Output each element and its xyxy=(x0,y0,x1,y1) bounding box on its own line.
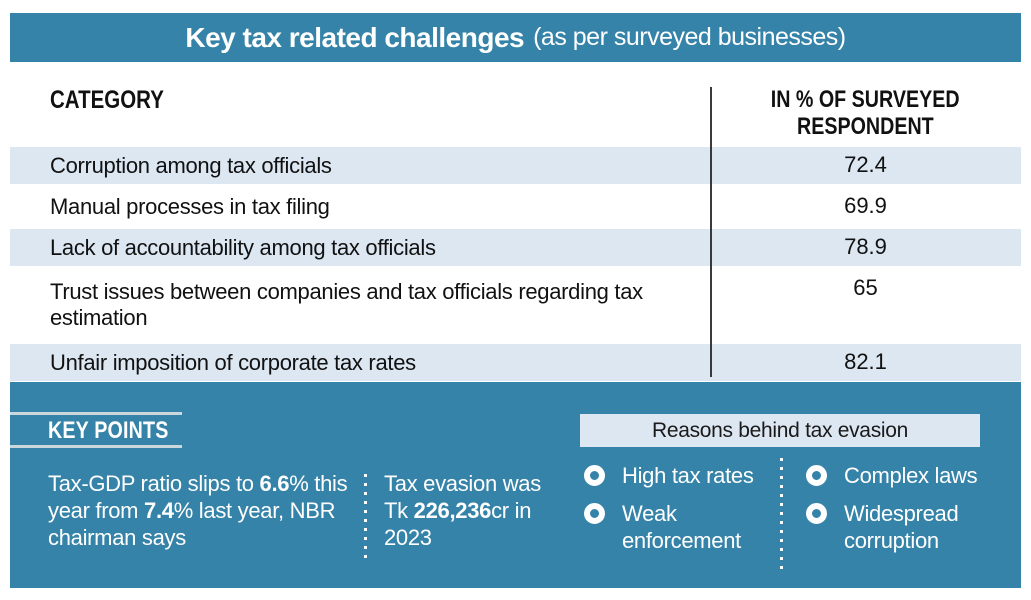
column-divider-line xyxy=(710,87,712,377)
value-column-header: IN % OF SURVEYED RESPONDENT xyxy=(771,86,960,140)
row-category: Unfair imposition of corporate tax rates xyxy=(50,349,416,375)
row-value: 69.9 xyxy=(844,193,887,218)
row-category: Lack of accountability among tax officia… xyxy=(50,234,436,260)
reason-item: Complex laws xyxy=(806,462,978,489)
row-value: 82.1 xyxy=(844,349,887,374)
row-category: Corruption among tax officials xyxy=(50,152,332,178)
row-category: Manual processes in tax filing xyxy=(50,193,330,219)
bullet-ring-icon xyxy=(584,465,605,486)
key-point-tax-evasion: Tax evasion was Tk 226,236cr in 2023 xyxy=(384,471,541,550)
reason-item: Weak enforcement xyxy=(584,500,772,554)
key-points-rule-bottom xyxy=(10,445,182,448)
page-title-note: (as per surveyed businesses) xyxy=(533,23,846,51)
challenges-table: CATEGORY IN % OF SURVEYED RESPONDENT Cor… xyxy=(10,85,1021,381)
row-value: 72.4 xyxy=(844,152,887,177)
title-bar: Key tax related challenges (as per surve… xyxy=(10,13,1021,62)
bullet-ring-icon xyxy=(584,503,605,524)
table-row: Lack of accountability among tax officia… xyxy=(10,229,1021,266)
key-points-panel: KEY POINTS Tax-GDP ratio slips to 6.6% t… xyxy=(10,382,1021,588)
reason-label: Complex laws xyxy=(844,463,978,488)
table-row: Trust issues between companies and tax o… xyxy=(10,270,1021,340)
reasons-heading: Reasons behind tax evasion xyxy=(580,414,980,447)
dotted-divider xyxy=(364,474,367,558)
table-row: Corruption among tax officials 72.4 xyxy=(10,147,1021,184)
key-points-heading: KEY POINTS xyxy=(48,417,169,444)
row-value: 65 xyxy=(853,275,878,300)
table-row: Unfair imposition of corporate tax rates… xyxy=(10,344,1021,381)
category-column-header: CATEGORY xyxy=(50,86,164,114)
reason-label: High tax rates xyxy=(622,463,754,488)
row-category: Trust issues between companies and tax o… xyxy=(50,279,643,330)
bullet-ring-icon xyxy=(806,503,827,524)
reason-label: Weak enforcement xyxy=(622,501,741,553)
table-row: Manual processes in tax filing 69.9 xyxy=(10,188,1021,225)
key-points-rule-top xyxy=(10,412,182,415)
row-value: 78.9 xyxy=(844,234,887,259)
page-title: Key tax related challenges xyxy=(185,21,525,53)
bullet-ring-icon xyxy=(806,465,827,486)
table-header-row: CATEGORY IN % OF SURVEYED RESPONDENT xyxy=(10,85,1021,147)
reason-label: Widespread corruption xyxy=(844,501,959,553)
reason-item: High tax rates xyxy=(584,462,754,489)
key-point-tax-gdp: Tax-GDP ratio slips to 6.6% this year fr… xyxy=(48,471,348,550)
dotted-divider xyxy=(780,458,783,570)
reason-item: Widespread corruption xyxy=(806,500,1024,554)
